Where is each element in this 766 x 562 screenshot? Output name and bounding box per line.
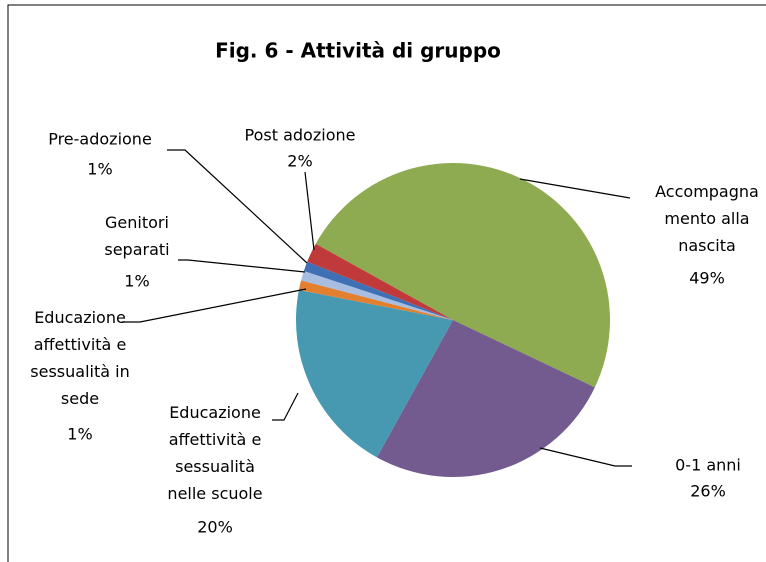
value-label: 49% — [689, 269, 725, 288]
pie-slice — [315, 162, 611, 388]
leader-line — [122, 288, 307, 323]
leader-line — [272, 392, 299, 421]
slice-label: Genitori separati — [104, 213, 169, 259]
slice-label: Educazione affettività e sessualità in sede — [30, 308, 129, 408]
value-label: 1% — [124, 272, 149, 291]
leader-line — [304, 171, 315, 251]
slice-label: Accompagna mento alla nascita — [655, 182, 759, 255]
pie-slice — [295, 290, 453, 458]
leader-line — [178, 259, 306, 273]
chart-title: Fig. 6 - Attività di gruppo — [215, 39, 501, 63]
value-label: 1% — [67, 425, 92, 444]
leader-line — [167, 149, 308, 264]
value-label: 1% — [87, 160, 112, 179]
slice-label: Educazione affettività e sessualità nelle s… — [167, 403, 262, 503]
value-label: 20% — [197, 518, 233, 537]
chart-border — [7, 4, 766, 562]
slice-label: 0-1 anni — [675, 456, 741, 475]
slice-label: Post adozione — [245, 126, 356, 145]
leader-line — [519, 178, 631, 199]
value-label: 2% — [287, 152, 312, 171]
pie-slice — [298, 280, 453, 320]
pie-slice — [376, 320, 595, 478]
pie-slice — [307, 243, 453, 320]
pie-slice — [303, 261, 453, 320]
leader-line — [539, 447, 632, 467]
slice-label: Pre-adozione — [48, 130, 152, 149]
pie-slice — [301, 270, 453, 320]
value-label: 26% — [690, 482, 726, 501]
